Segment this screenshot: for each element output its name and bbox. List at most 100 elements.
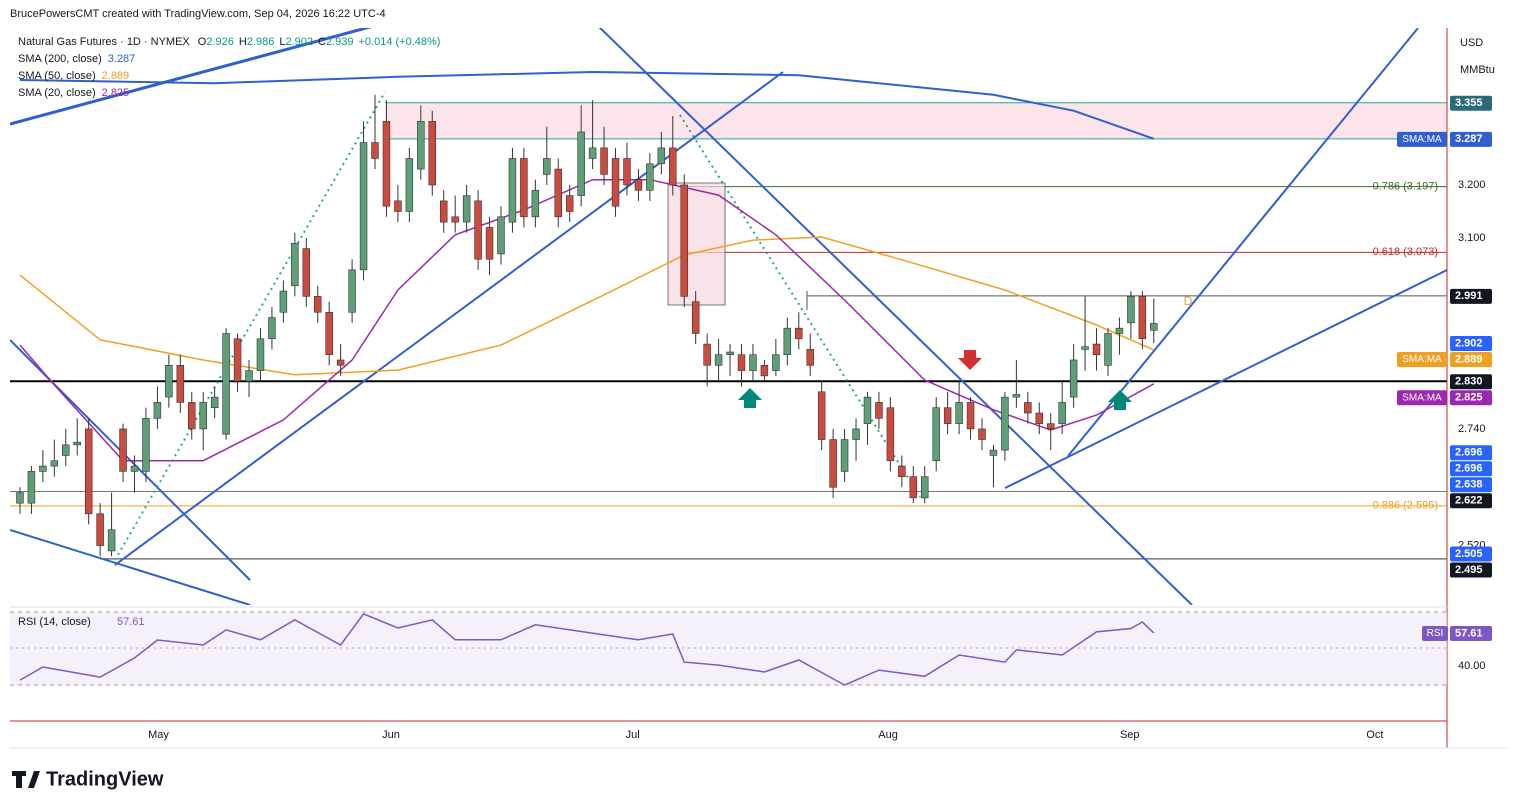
brand-logo bbox=[12, 771, 40, 788]
legend-value: 2.825 bbox=[102, 87, 130, 99]
candle-body bbox=[554, 168, 562, 218]
candle-body bbox=[875, 402, 883, 419]
price-badge-text: 2.696 bbox=[1455, 447, 1483, 459]
candle-body bbox=[1092, 343, 1101, 355]
candle-body bbox=[588, 147, 597, 159]
candle-body bbox=[336, 359, 345, 366]
candle-body bbox=[279, 290, 288, 313]
candle-body bbox=[73, 441, 81, 446]
ohlc-value: 2.939 bbox=[326, 36, 354, 48]
candle-body bbox=[176, 364, 185, 403]
sma-line bbox=[19, 236, 1155, 376]
rsi-tag bbox=[1422, 626, 1448, 642]
dotted-line bbox=[114, 91, 386, 561]
trend-line bbox=[1067, 28, 1419, 457]
candle-body bbox=[142, 418, 150, 472]
sma-line bbox=[19, 70, 1155, 140]
plot bbox=[16, 70, 1158, 557]
price-badge bbox=[1450, 477, 1492, 493]
drawings: 0.786 (3.197) 0.618 (3.073) 0.886 (2.595) bbox=[10, 102, 1447, 560]
candle-body bbox=[1138, 296, 1147, 340]
candle-body bbox=[1012, 394, 1021, 398]
x-tick-label: Aug bbox=[878, 729, 898, 741]
price-badge bbox=[1450, 390, 1492, 406]
candle-body bbox=[39, 465, 47, 472]
candle-body bbox=[130, 465, 139, 472]
resistance-zone bbox=[385, 102, 1447, 139]
x-tick-label: Oct bbox=[1366, 729, 1383, 741]
price-badge bbox=[1450, 493, 1492, 509]
rsi-name: RSI (14, close) bbox=[18, 616, 91, 628]
candle-body bbox=[1058, 402, 1066, 424]
badge-tag-text: SMA:MA bbox=[1402, 134, 1442, 145]
price-badge-text: 2.889 bbox=[1455, 353, 1483, 365]
brand-name: TradingView bbox=[46, 768, 164, 790]
price-badge-text: 2.622 bbox=[1455, 495, 1483, 507]
candle-body bbox=[783, 327, 792, 355]
candle-body bbox=[485, 227, 494, 260]
sma-line bbox=[19, 178, 1155, 462]
instrument-title: Natural Gas Futures · 1D · NYMEX bbox=[18, 36, 190, 48]
level-label: 0.618 (3.073) bbox=[1373, 246, 1438, 258]
candle-body bbox=[1081, 346, 1089, 350]
candle-body bbox=[245, 370, 253, 382]
x-tick-label: Sep bbox=[1120, 729, 1140, 741]
price-badge bbox=[1450, 562, 1492, 578]
up-arrow bbox=[738, 388, 762, 408]
unit: MMBtu bbox=[1460, 64, 1495, 76]
candle-body bbox=[1046, 423, 1055, 430]
x-tick-label: May bbox=[148, 729, 169, 741]
rsi-badge-text: 57.61 bbox=[1455, 627, 1483, 639]
candle-body bbox=[886, 407, 895, 462]
candle-body bbox=[634, 179, 643, 191]
price-badge-text: 2.902 bbox=[1455, 337, 1483, 349]
badge-tag-text: SMA:MA bbox=[1402, 354, 1442, 365]
currency: USD bbox=[1460, 37, 1483, 49]
candle-body bbox=[691, 301, 700, 334]
candle-body bbox=[96, 513, 104, 546]
trend-line bbox=[1004, 269, 1447, 489]
price-badge-text: 2.696 bbox=[1455, 463, 1483, 475]
rsi-band bbox=[10, 612, 1447, 685]
candle-body bbox=[863, 396, 872, 424]
candle-body bbox=[829, 439, 837, 488]
y-tick-label: 2.740 bbox=[1458, 423, 1486, 435]
price-badge-text: 2.495 bbox=[1455, 564, 1483, 576]
rsi-tag-text: RSI bbox=[1427, 628, 1444, 639]
y-tick-label: 3.100 bbox=[1458, 232, 1486, 244]
badge-tag bbox=[1397, 352, 1447, 368]
price-badge-text: 2.505 bbox=[1455, 548, 1483, 560]
up-arrow bbox=[1108, 390, 1132, 410]
candle-body bbox=[291, 243, 299, 287]
trend-line bbox=[10, 529, 251, 605]
rsi-badge bbox=[1450, 626, 1492, 642]
candle-body bbox=[772, 354, 780, 371]
price-badge bbox=[1450, 374, 1492, 390]
candle-body bbox=[657, 147, 666, 165]
candle-body bbox=[611, 158, 620, 207]
candle-body bbox=[726, 351, 734, 355]
down-arrow bbox=[958, 350, 982, 370]
rsi-value: 57.61 bbox=[117, 616, 145, 628]
candle-body bbox=[565, 195, 574, 212]
ohlc-label: O bbox=[198, 36, 207, 48]
candle-body bbox=[543, 158, 551, 175]
candle-body bbox=[1024, 402, 1032, 414]
price-badge bbox=[1450, 131, 1492, 147]
candle-body bbox=[50, 460, 59, 467]
candle-body bbox=[921, 476, 929, 499]
candle-body bbox=[1150, 323, 1158, 331]
price-badge-text: 3.355 bbox=[1455, 97, 1483, 109]
candle-body bbox=[840, 439, 849, 472]
candle-body bbox=[165, 364, 173, 398]
legend: Natural Gas Futures · 1D · NYMEX O 2.926 H 2… bbox=[18, 36, 440, 99]
candle-body bbox=[508, 158, 517, 223]
candle-body bbox=[955, 402, 963, 424]
candle-body bbox=[795, 327, 803, 340]
highlight-box bbox=[667, 182, 726, 306]
candle-body bbox=[210, 396, 219, 409]
candle-body bbox=[428, 121, 437, 186]
candle-body bbox=[932, 407, 940, 462]
credit: BrucePowersCMT created with TradingView.… bbox=[10, 8, 386, 20]
price-badge-text: 2.638 bbox=[1455, 479, 1483, 491]
